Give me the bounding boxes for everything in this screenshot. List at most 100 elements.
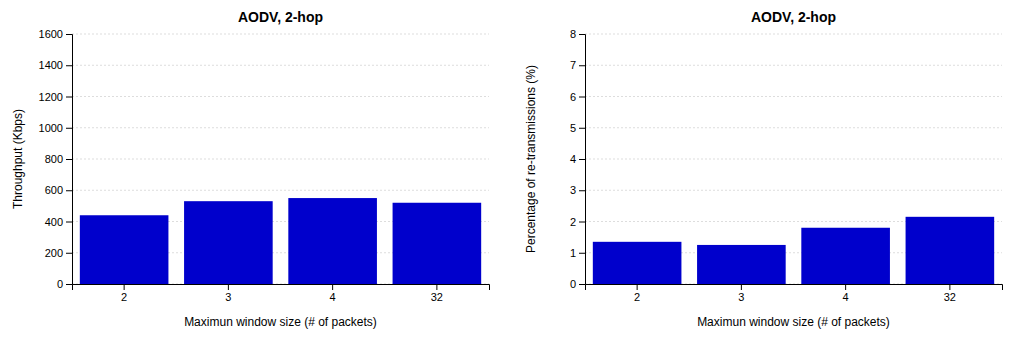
bar [184, 201, 273, 284]
x-tick: 32 [431, 284, 443, 303]
axis-line [73, 285, 490, 291]
tick-mark [637, 284, 638, 290]
y-tick: 1200 [39, 91, 72, 103]
tick-mark [66, 97, 72, 98]
x-tick: 3 [738, 284, 744, 303]
tick-mark [579, 284, 585, 285]
panel: 0 200 400 600 800 1000 1200 1400 1600 2 3 4 32 AODV, … [11, 9, 490, 329]
y-tick: 6 [570, 91, 585, 103]
bar [288, 198, 377, 284]
axis-line [66, 35, 73, 285]
tick-label: 2 [121, 291, 127, 303]
x-tick: 2 [121, 284, 127, 303]
grid-line [72, 127, 489, 128]
tick-label: 0 [57, 278, 63, 290]
tick-label: 4 [570, 153, 576, 165]
tick-mark [228, 284, 229, 290]
y-axis: 012345678 [570, 28, 586, 290]
tick-label: 200 [45, 247, 63, 259]
tick-mark [66, 128, 72, 129]
x-axis-title: Maximun window size (# of packets) [184, 315, 377, 329]
tick-mark [332, 284, 333, 290]
tick-mark [579, 128, 585, 129]
title: AODV, 2-hop [751, 9, 836, 25]
tick-mark [579, 190, 585, 191]
tick-label: 3 [225, 291, 231, 303]
tick-mark [579, 34, 585, 35]
grid-line [585, 159, 1002, 160]
tick-label: 400 [45, 216, 63, 228]
grid-line [585, 34, 1002, 35]
bars [593, 217, 994, 284]
tick-label: 32 [431, 291, 443, 303]
x-tick: 4 [843, 284, 849, 303]
y-tick: 400 [45, 216, 72, 228]
axis-line [579, 35, 586, 285]
tick-mark [845, 284, 846, 290]
tick-label: 8 [570, 28, 576, 40]
title: AODV, 2-hop [238, 9, 323, 25]
tick-mark [436, 284, 437, 290]
y-tick: 0 [570, 278, 585, 290]
x-tick: 32 [944, 284, 956, 303]
tick-mark [949, 284, 950, 290]
grid-line [585, 65, 1002, 66]
grid-line [72, 34, 489, 35]
tick-label: 0 [570, 278, 576, 290]
tick-mark [741, 284, 742, 290]
panel: 01234567823432AODV, 2-hopMaximun window … [524, 9, 1003, 329]
tick-mark [579, 97, 585, 98]
grid [72, 34, 489, 284]
bar [906, 217, 995, 284]
tick-mark [66, 159, 72, 160]
grid-line [585, 127, 1002, 128]
tick-mark [579, 253, 585, 254]
grid-line [585, 190, 1002, 191]
y-tick: 2 [570, 216, 585, 228]
bar [393, 203, 482, 284]
y-tick: 1 [570, 247, 585, 259]
tick-label: 800 [45, 153, 63, 165]
tick-label: 4 [843, 291, 849, 303]
tick-label: 1200 [39, 91, 63, 103]
tick-mark [579, 222, 585, 223]
tick-label: 6 [570, 91, 576, 103]
tick-label: 4 [330, 291, 336, 303]
tick-label: 1400 [39, 59, 63, 71]
x-axis: 23432 [586, 284, 1003, 303]
tick-mark [124, 284, 125, 290]
tick-mark [66, 190, 72, 191]
figure: 0200400600800100012001400160023432AODV, … [0, 0, 1026, 340]
x-tick: 4 [330, 284, 336, 303]
bar [593, 242, 682, 284]
y-tick: 8 [570, 28, 585, 40]
tick-mark [66, 34, 72, 35]
bar [697, 245, 786, 284]
grid-line [72, 159, 489, 160]
y-tick: 200 [45, 247, 72, 259]
tick-label: 7 [570, 59, 576, 71]
y-tick: 1400 [39, 59, 72, 71]
tick-label: 600 [45, 184, 63, 196]
bars [80, 198, 481, 284]
tick-mark [579, 65, 585, 66]
y-axis-title: Throughput (Kbps) [11, 109, 25, 209]
y-tick: 3 [570, 184, 585, 196]
tick-label: 32 [944, 291, 956, 303]
y-tick: 1600 [39, 28, 72, 40]
grid-line [585, 96, 1002, 97]
y-tick: 7 [570, 59, 585, 71]
y-tick: 1000 [39, 122, 72, 134]
grid [585, 34, 1002, 284]
y-tick: 4 [570, 153, 585, 165]
tick-mark [66, 65, 72, 66]
grid-line [72, 96, 489, 97]
tick-label: 3 [570, 184, 576, 196]
x-tick: 3 [225, 284, 231, 303]
tick-mark [66, 253, 72, 254]
bar [801, 228, 890, 284]
x-axis: 2 3 4 32 [73, 284, 490, 303]
tick-label: 1 [570, 247, 576, 259]
tick-label: 1600 [39, 28, 63, 40]
y-tick: 600 [45, 184, 72, 196]
